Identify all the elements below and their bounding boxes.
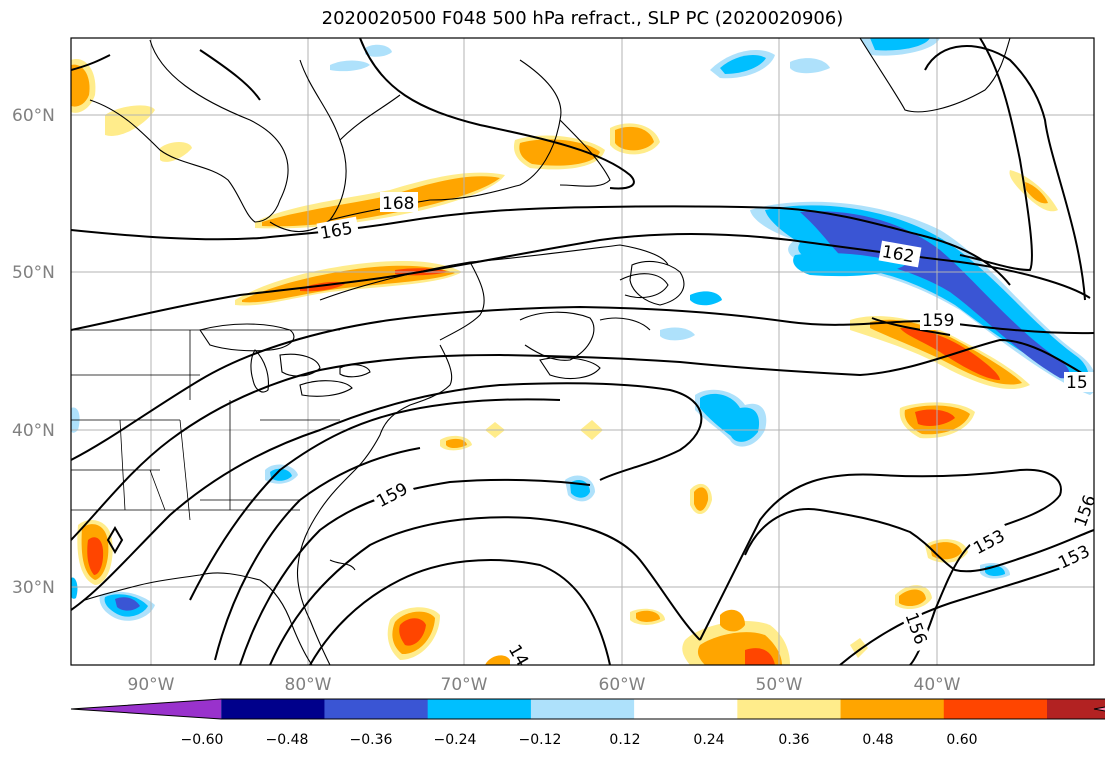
- positive-anomaly-region: [850, 638, 868, 658]
- colorbar-label: −0.48: [266, 732, 309, 748]
- colorbar-label: 0.36: [778, 732, 809, 748]
- negative-anomaly-region: [115, 597, 140, 611]
- colorbar-segment: [1047, 699, 1105, 719]
- negative-anomaly-region: [660, 327, 695, 341]
- positive-anomaly-region: [745, 648, 775, 665]
- colorbar-label: −0.60: [181, 732, 224, 748]
- positive-anomaly-region: [636, 610, 660, 622]
- negative-anomaly-region: [330, 60, 370, 72]
- negative-anomaly-region: [690, 291, 722, 306]
- positive-anomaly-region: [519, 139, 600, 166]
- colorbar-extend-low: [71, 699, 222, 719]
- colorbar-segment: [427, 699, 532, 719]
- colorbar-segment: [324, 699, 429, 719]
- positive-anomaly-region: [899, 589, 926, 607]
- negative-anomaly-region: [270, 468, 292, 481]
- colorbar-label: 0.12: [609, 732, 640, 748]
- colorbar-label: 0.60: [946, 732, 977, 748]
- colorbar-label: −0.12: [519, 732, 562, 748]
- colorbar-labels: −0.60 −0.48 −0.36 −0.24 −0.12 0.12 0.24 …: [181, 732, 978, 748]
- lon-label: 80°W: [285, 675, 332, 695]
- lon-label: 70°W: [441, 675, 488, 695]
- lat-label: 60°N: [12, 106, 55, 126]
- negative-anomaly-region: [870, 38, 930, 51]
- positive-anomaly-region: [900, 327, 1000, 380]
- colorbar-outline: [70, 698, 1105, 720]
- lat-label: 40°N: [12, 421, 55, 441]
- negative-anomaly-region: [800, 211, 1070, 379]
- positive-anomaly-region: [615, 126, 654, 151]
- negative-anomaly-region: [790, 58, 830, 74]
- colorbar-segment: [634, 699, 738, 719]
- latitude-labels: 60°N 50°N 40°N 30°N: [12, 106, 55, 598]
- lon-label: 40°W: [914, 675, 961, 695]
- positive-anomaly-region: [485, 655, 510, 665]
- positive-anomaly-region: [1025, 182, 1048, 204]
- lon-label: 50°W: [756, 675, 803, 695]
- colorbar: [70, 698, 1105, 720]
- positive-anomaly-region: [399, 618, 426, 646]
- negative-anomaly-region: [720, 55, 766, 74]
- contour-label: 168: [382, 194, 414, 214]
- positive-anomaly-region: [71, 64, 90, 107]
- contour-label: 14: [504, 641, 532, 670]
- colorbar-label: 0.24: [693, 732, 724, 748]
- positive-anomaly-region: [694, 487, 709, 511]
- positive-anomaly-region: [160, 142, 192, 162]
- colorbar-label: −0.36: [350, 732, 393, 748]
- negative-anomaly-region: [71, 577, 78, 599]
- positive-anomaly-region: [87, 537, 104, 575]
- contour-labels: 168 165 162 159 15 159 153 153 156 156 1…: [316, 192, 1094, 670]
- positive-anomaly-region: [915, 409, 955, 426]
- lat-label: 30°N: [12, 578, 55, 598]
- colorbar-label: 0.48: [862, 732, 893, 748]
- lat-label: 50°N: [12, 263, 55, 283]
- longitude-labels: 90°W 80°W 70°W 60°W 50°W 40°W: [128, 675, 961, 695]
- positive-anomaly-region: [446, 438, 467, 448]
- lon-label: 90°W: [128, 675, 175, 695]
- colorbar-segment: [840, 699, 945, 719]
- contour-label: 15: [1066, 373, 1088, 393]
- colorbar-label: −0.24: [434, 732, 477, 748]
- contour-label: 159: [922, 311, 954, 331]
- colorbar-segment: [943, 699, 1048, 719]
- coastlines: [71, 38, 1011, 665]
- negative-anomaly-region: [365, 44, 392, 57]
- map-frame: [70, 37, 1095, 666]
- negative-anomaly-region: [793, 253, 905, 277]
- lon-label: 60°W: [599, 675, 646, 695]
- positive-anomaly-region: [720, 609, 745, 632]
- colorbar-segment: [737, 699, 842, 719]
- colorbar-segment: [221, 699, 325, 719]
- slp-contours: [71, 38, 1094, 665]
- figure-title: 2020020500 F048 500 hPa refract., SLP PC…: [321, 8, 844, 29]
- colorbar-segment: [530, 699, 635, 719]
